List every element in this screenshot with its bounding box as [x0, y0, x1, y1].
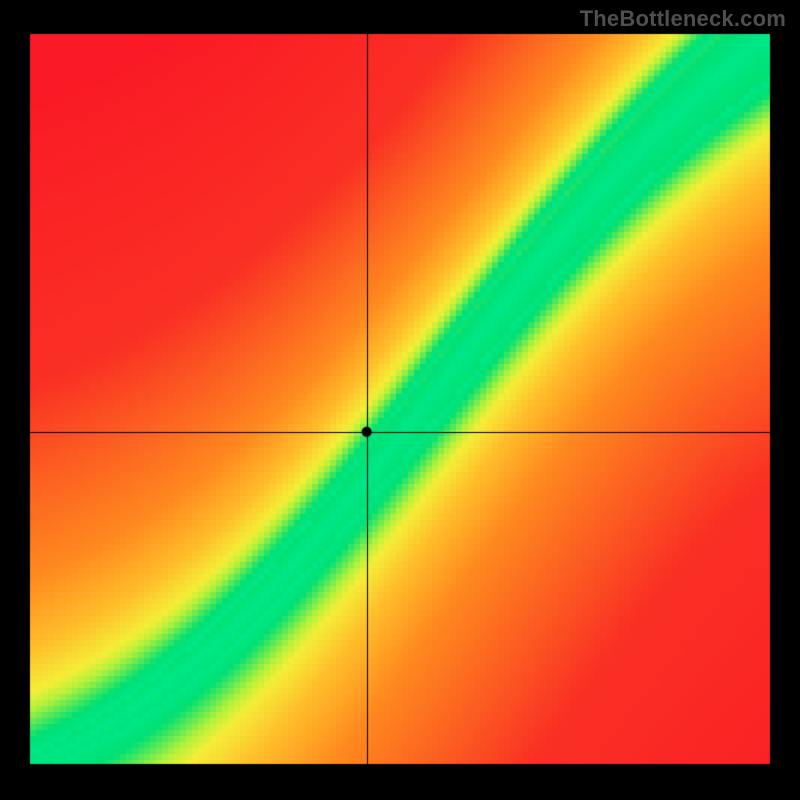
chart-container: TheBottleneck.com — [0, 0, 800, 800]
watermark-text: TheBottleneck.com — [580, 6, 786, 32]
bottleneck-heatmap-canvas — [0, 0, 800, 800]
